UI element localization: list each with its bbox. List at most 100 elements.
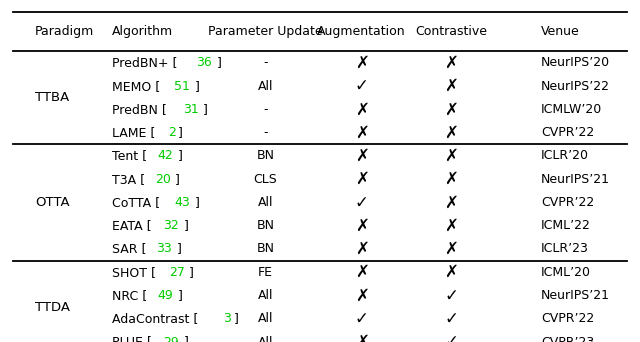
Text: ✗: ✗ — [444, 54, 458, 72]
Text: ✗: ✗ — [355, 147, 369, 165]
Text: TTDA: TTDA — [35, 301, 70, 314]
Text: ✗: ✗ — [444, 263, 458, 281]
Text: ✗: ✗ — [444, 101, 458, 118]
Text: ✓: ✓ — [355, 310, 369, 328]
Text: SHOT [: SHOT [ — [112, 266, 156, 279]
Text: 36: 36 — [196, 56, 212, 69]
Text: 29: 29 — [163, 336, 179, 342]
Text: LAME [: LAME [ — [112, 126, 156, 139]
Text: 31: 31 — [183, 103, 198, 116]
Text: ]: ] — [217, 56, 221, 69]
Text: ✗: ✗ — [355, 101, 369, 118]
Text: ICMLW’20: ICMLW’20 — [541, 103, 602, 116]
Text: ICLR’20: ICLR’20 — [541, 149, 589, 162]
Text: CLS: CLS — [253, 173, 278, 186]
Text: ICML’20: ICML’20 — [541, 266, 591, 279]
Text: TTBA: TTBA — [35, 91, 70, 104]
Text: ✗: ✗ — [444, 170, 458, 188]
Text: T3A [: T3A [ — [112, 173, 145, 186]
Text: ✗: ✗ — [355, 54, 369, 72]
Text: ]: ] — [184, 336, 189, 342]
Text: ✗: ✗ — [444, 147, 458, 165]
Text: Parameter Update: Parameter Update — [208, 25, 323, 38]
Text: All: All — [258, 196, 273, 209]
Text: 33: 33 — [157, 242, 172, 255]
Text: ✓: ✓ — [444, 333, 458, 342]
Text: -: - — [263, 103, 268, 116]
Text: ✓: ✓ — [355, 194, 369, 211]
Text: ]: ] — [175, 173, 180, 186]
Text: CoTTA [: CoTTA [ — [112, 196, 160, 209]
Text: CVPR’23: CVPR’23 — [541, 336, 594, 342]
Text: CVPR’22: CVPR’22 — [541, 196, 594, 209]
Text: AdaContrast [: AdaContrast [ — [112, 312, 198, 325]
Text: ✗: ✗ — [355, 124, 369, 142]
Text: Augmentation: Augmentation — [317, 25, 406, 38]
Text: ]: ] — [178, 289, 182, 302]
Text: ]: ] — [195, 196, 199, 209]
Text: ]: ] — [203, 103, 208, 116]
Text: CVPR’22: CVPR’22 — [541, 126, 594, 139]
Text: Venue: Venue — [541, 25, 580, 38]
Text: PLUE [: PLUE [ — [112, 336, 152, 342]
Text: ✗: ✗ — [355, 217, 369, 235]
Text: NeurIPS’22: NeurIPS’22 — [541, 80, 610, 93]
Text: -: - — [263, 126, 268, 139]
Text: All: All — [258, 289, 273, 302]
Text: -: - — [263, 56, 268, 69]
Text: ✗: ✗ — [444, 124, 458, 142]
Text: ✗: ✗ — [355, 287, 369, 304]
Text: ]: ] — [234, 312, 239, 325]
Text: ICLR’23: ICLR’23 — [541, 242, 589, 255]
Text: All: All — [258, 80, 273, 93]
Text: SAR [: SAR [ — [112, 242, 147, 255]
Text: NeurIPS’20: NeurIPS’20 — [541, 56, 610, 69]
Text: ✗: ✗ — [355, 333, 369, 342]
Text: ]: ] — [178, 126, 183, 139]
Text: ✗: ✗ — [444, 217, 458, 235]
Text: ]: ] — [177, 242, 182, 255]
Text: ✗: ✗ — [444, 240, 458, 258]
Text: ]: ] — [184, 219, 188, 232]
Text: ✗: ✗ — [355, 170, 369, 188]
Text: ]: ] — [195, 80, 200, 93]
Text: OTTA: OTTA — [35, 196, 70, 209]
Text: 20: 20 — [155, 173, 171, 186]
Text: 27: 27 — [169, 266, 185, 279]
Text: 42: 42 — [157, 149, 173, 162]
Text: 51: 51 — [174, 80, 190, 93]
Text: NeurIPS’21: NeurIPS’21 — [541, 173, 610, 186]
Text: Paradigm: Paradigm — [35, 25, 95, 38]
Text: Contrastive: Contrastive — [415, 25, 487, 38]
Text: ✗: ✗ — [355, 240, 369, 258]
Text: BN: BN — [257, 242, 275, 255]
Text: ✓: ✓ — [444, 287, 458, 304]
Text: ]: ] — [189, 266, 194, 279]
Text: PredBN+ [: PredBN+ [ — [112, 56, 177, 69]
Text: ]: ] — [178, 149, 182, 162]
Text: EATA [: EATA [ — [112, 219, 152, 232]
Text: 3: 3 — [223, 312, 231, 325]
Text: 43: 43 — [174, 196, 190, 209]
Text: ✓: ✓ — [444, 310, 458, 328]
Text: Algorithm: Algorithm — [112, 25, 173, 38]
Text: ✗: ✗ — [444, 77, 458, 95]
Text: MEMO [: MEMO [ — [112, 80, 160, 93]
Text: 49: 49 — [157, 289, 173, 302]
Text: All: All — [258, 312, 273, 325]
Text: 2: 2 — [168, 126, 176, 139]
Text: BN: BN — [257, 219, 275, 232]
Text: All: All — [258, 336, 273, 342]
Text: ICML’22: ICML’22 — [541, 219, 591, 232]
Text: ✓: ✓ — [355, 77, 369, 95]
Text: Tent [: Tent [ — [112, 149, 147, 162]
Text: NeurIPS’21: NeurIPS’21 — [541, 289, 610, 302]
Text: 32: 32 — [163, 219, 179, 232]
Text: ✗: ✗ — [444, 194, 458, 211]
Text: PredBN [: PredBN [ — [112, 103, 167, 116]
Text: BN: BN — [257, 149, 275, 162]
Text: CVPR’22: CVPR’22 — [541, 312, 594, 325]
Text: ✗: ✗ — [355, 263, 369, 281]
Text: FE: FE — [258, 266, 273, 279]
Text: NRC [: NRC [ — [112, 289, 147, 302]
